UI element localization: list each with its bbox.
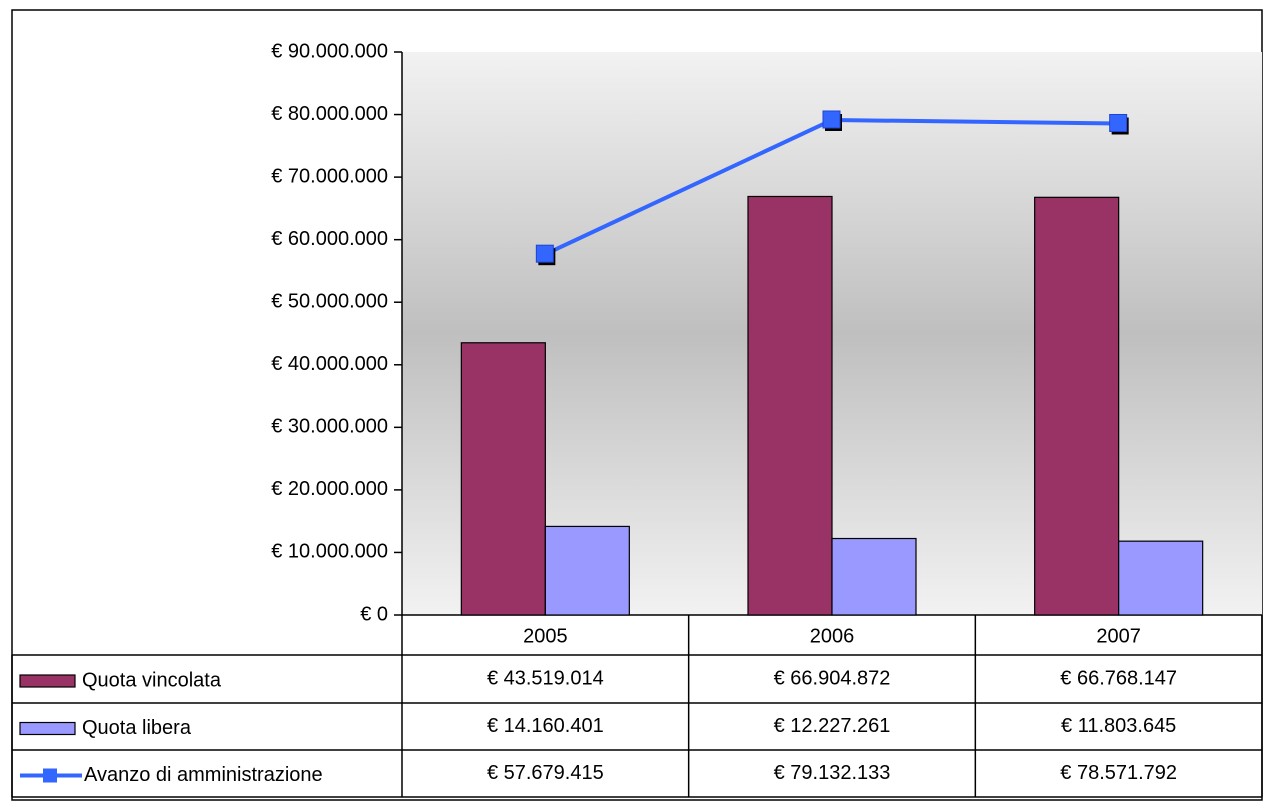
y-tick-label: € 80.000.000 [271,103,388,125]
table-value: € 66.768.147 [1060,667,1177,689]
y-tick-label: € 30.000.000 [271,416,388,438]
bar [460,342,546,616]
bar [544,525,630,616]
marker [1109,113,1128,132]
y-tick-label: € 90.000.000 [271,40,388,62]
marker [535,244,554,263]
y-tick-label: € 10.000.000 [271,541,388,563]
legend-key [19,674,76,688]
bar [1034,196,1120,616]
bar [831,537,917,616]
y-tick-label: € 0 [360,603,388,625]
bar [747,195,833,616]
y-tick-label: € 50.000.000 [271,291,388,313]
x-tick-label: 2007 [1096,625,1141,647]
y-tick-label: € 60.000.000 [271,228,388,250]
legend-label: Quota libera [82,717,192,739]
table-value: € 11.803.645 [1061,715,1176,737]
table-value: € 14.160.401 [487,715,604,737]
y-tick-label: € 20.000.000 [271,478,388,500]
x-tick-label: 2005 [523,625,568,647]
table-value: € 78.571.792 [1060,762,1177,784]
legend-label: Quota vincolata [82,669,222,691]
table-value: € 79.132.133 [774,762,891,784]
legend-key [19,721,76,736]
table-value: € 66.904.872 [774,667,891,689]
y-tick-label: € 40.000.000 [271,353,388,375]
table-value: € 43.519.014 [487,667,604,689]
table-value: € 12.227.261 [774,715,891,737]
y-tick-label: € 70.000.000 [271,165,388,187]
x-tick-label: 2006 [810,625,855,647]
bar [1118,540,1204,616]
legend-key-marker [43,768,57,783]
legend-label: Avanzo di amministrazione [84,764,323,786]
marker [822,110,841,129]
table-value: € 57.679.415 [487,762,604,784]
